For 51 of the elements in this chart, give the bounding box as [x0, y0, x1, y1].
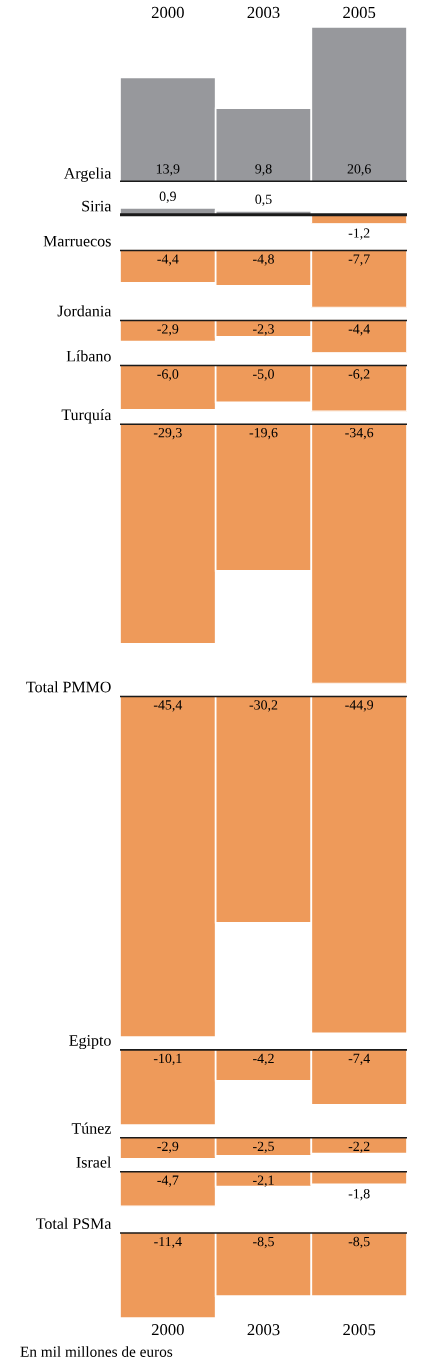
data-label: -2,1	[253, 1175, 274, 1187]
data-label: -1,8	[348, 1189, 370, 1201]
data-label: -34,6	[345, 427, 374, 440]
data-label: -7,7	[348, 254, 370, 266]
data-label: -2,3	[253, 324, 274, 336]
x-tick-label: 2005	[343, 6, 376, 19]
x-tick-label: 2003	[247, 1324, 280, 1336]
data-label: -4,7	[157, 1175, 179, 1187]
data-label: -30,2	[249, 700, 278, 712]
data-label: -29,3	[153, 427, 182, 440]
data-label: -10,1	[153, 1053, 182, 1066]
data-label: -4,8	[253, 254, 274, 266]
data-label: 9,8	[255, 164, 272, 176]
data-label: -19,6	[249, 427, 278, 440]
text: Argelia	[63, 167, 112, 182]
data-label: -2,2	[348, 1141, 370, 1154]
data-label: 13,9	[156, 164, 180, 176]
data-label: -2,9	[157, 1141, 179, 1154]
data-label: -6,0	[157, 369, 179, 381]
chart-title: Jordania	[57, 305, 112, 317]
x-tick-label: 2000	[151, 1324, 184, 1336]
data-label: 0,9	[159, 191, 176, 203]
x-tick-label: 2005	[343, 1324, 376, 1336]
data-label: -8,5	[253, 1236, 274, 1249]
data-label: -7,4	[348, 1053, 370, 1066]
text: En mil millones de euros	[20, 1346, 173, 1357]
chart-title: Egipto	[69, 1035, 111, 1050]
data-label: 0,5	[255, 194, 272, 206]
data-label: -2,5	[253, 1141, 274, 1154]
chart-title: Marruecos	[43, 235, 111, 247]
chart-title: Total PSMa	[36, 1217, 112, 1230]
chart-title: Total PMMO	[26, 681, 111, 693]
x-tick-label: 2003	[247, 6, 280, 19]
chart-title: Turquía	[61, 408, 112, 424]
data-label: -11,4	[154, 1236, 182, 1249]
chart-title: Siria	[82, 200, 112, 212]
data-label: -1,2	[348, 228, 370, 240]
data-label: -8,5	[348, 1236, 370, 1249]
x-tick-label: 2000	[151, 6, 184, 19]
data-label: -4,2	[253, 1053, 274, 1066]
data-label: -45,4	[153, 700, 183, 712]
chart-title: Túnez	[71, 1122, 111, 1134]
data-label: -6,2	[348, 369, 370, 381]
data-label: -4,4	[348, 324, 370, 336]
data-label: -4,4	[157, 254, 179, 266]
chart-title: Líbano	[66, 350, 111, 362]
data-label: -5,0	[253, 369, 274, 381]
data-label: 20,6	[347, 164, 371, 176]
chart-title: Israel	[76, 1156, 112, 1168]
data-label: -44,9	[345, 700, 374, 712]
data-label: -2,9	[157, 324, 179, 336]
